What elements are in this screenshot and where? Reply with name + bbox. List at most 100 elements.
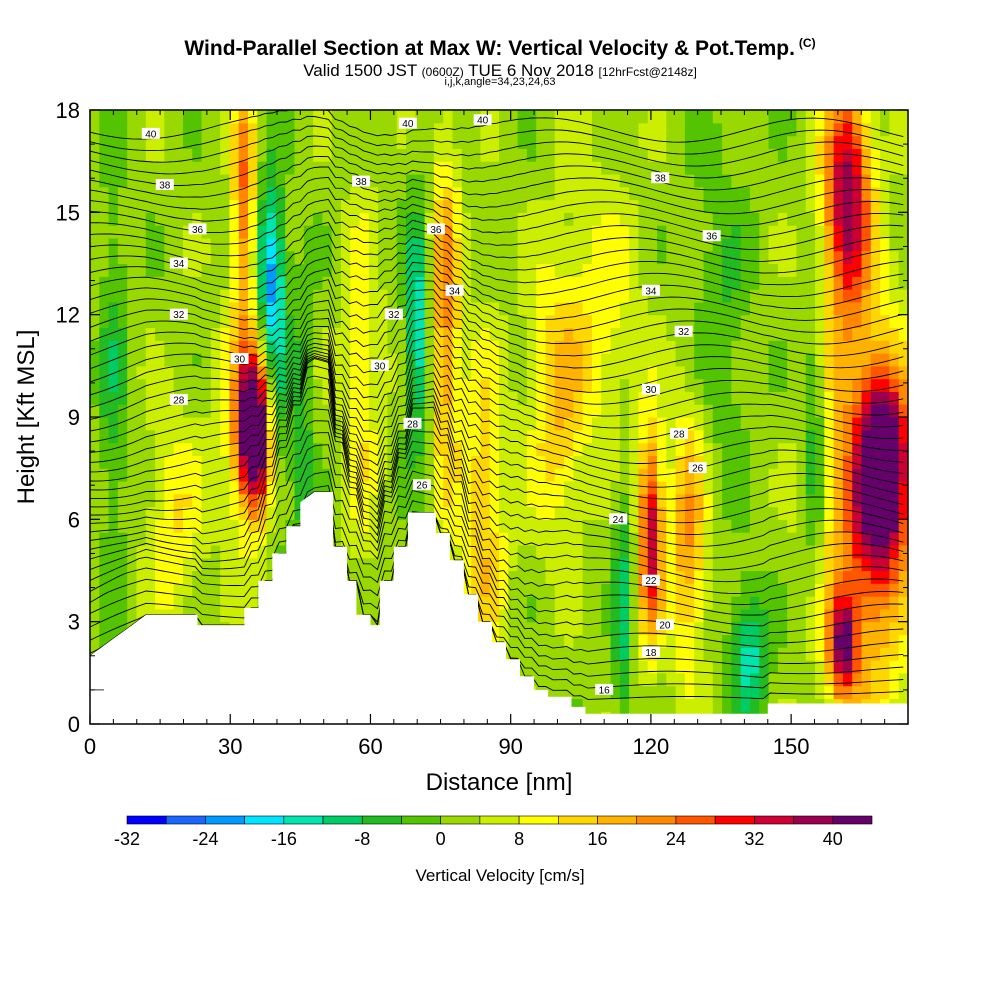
heatmap-cell [303, 327, 314, 341]
heatmap-cell [285, 353, 296, 367]
heatmap-cell [508, 186, 519, 201]
heatmap-cell [749, 647, 760, 661]
heatmap-cell [480, 353, 491, 367]
heatmap-cell [313, 301, 323, 316]
heatmap-cell [898, 596, 908, 610]
heatmap-cell [406, 199, 416, 213]
heatmap-cell [657, 647, 667, 661]
heatmap-cell [499, 557, 509, 572]
heatmap-cell [480, 544, 491, 559]
heatmap-cell [889, 506, 900, 520]
heatmap-cell [248, 314, 258, 329]
heatmap-cell [275, 212, 286, 226]
heatmap-cell [554, 212, 565, 226]
theta-contour-line [90, 444, 904, 594]
heatmap-cell [610, 493, 621, 508]
heatmap-cell [815, 173, 825, 188]
heatmap-cell [480, 519, 491, 533]
heatmap-cell [805, 199, 816, 213]
heatmap-cell [257, 353, 268, 367]
heatmap-cell [452, 480, 463, 495]
heatmap-cell [257, 455, 268, 469]
heatmap-cell [192, 212, 203, 226]
heatmap-cell [694, 263, 705, 277]
heatmap-cell [368, 544, 379, 559]
heatmap-cell [108, 199, 119, 213]
heatmap-cell [889, 442, 900, 456]
heatmap-cell [684, 455, 695, 469]
heatmap-cell [694, 250, 705, 265]
heatmap-cell [731, 161, 742, 175]
heatmap-cell [629, 212, 640, 226]
heatmap-cell [340, 225, 351, 239]
heatmap-cell [396, 480, 407, 495]
heatmap-cell [471, 493, 482, 508]
heatmap-cell [406, 301, 416, 316]
heatmap-cell [591, 301, 602, 316]
heatmap-cell [248, 378, 258, 393]
heatmap-cell [285, 237, 296, 252]
heatmap-cell [461, 110, 472, 124]
heatmap-cell [127, 378, 138, 393]
heatmap-cell [824, 532, 835, 546]
y-tick-label: 0 [68, 712, 80, 737]
heatmap-cell [480, 122, 491, 137]
heatmap-cell [303, 161, 314, 175]
heatmap-cell [898, 455, 908, 469]
heatmap-cell [564, 480, 574, 495]
heatmap-cell [517, 199, 528, 213]
heatmap-cell [368, 417, 379, 431]
heatmap-cell [777, 327, 788, 341]
heatmap-cell [145, 263, 156, 277]
heatmap-cell [703, 468, 714, 482]
heatmap-cell [238, 212, 249, 226]
heatmap-cell [833, 314, 844, 329]
heatmap-cell [257, 301, 268, 316]
heatmap-cell [415, 314, 426, 329]
heatmap-cell [266, 391, 277, 405]
heatmap-cell [870, 250, 881, 265]
heatmap-cell [526, 519, 537, 533]
heatmap-cell [629, 493, 640, 508]
heatmap-cell [880, 186, 891, 201]
heatmap-cell [731, 544, 742, 559]
heatmap-cell [275, 532, 286, 546]
heatmap-cell [536, 327, 547, 341]
heatmap-cell [582, 237, 593, 252]
heatmap-cell [694, 685, 705, 700]
heatmap-cell [303, 391, 314, 405]
heatmap-cell [517, 225, 528, 239]
theta-label-box [674, 325, 693, 337]
heatmap-cell [759, 468, 770, 482]
heatmap-cell [722, 276, 732, 290]
heatmap-cell [787, 468, 798, 482]
heatmap-cell [136, 544, 147, 559]
heatmap-cell [406, 186, 416, 201]
heatmap-cell [749, 583, 760, 597]
heatmap-cell [182, 365, 193, 380]
heatmap-cell [387, 135, 398, 149]
heatmap-cell [731, 621, 742, 636]
colorbar-tick-label: 32 [744, 829, 764, 849]
heatmap-cell [805, 314, 816, 329]
heatmap-cell [629, 621, 640, 636]
heatmap-cell [647, 404, 658, 418]
heatmap-cell [619, 468, 630, 482]
heatmap-cell [229, 122, 240, 137]
heatmap-cell [164, 455, 175, 469]
heatmap-cell [108, 212, 119, 226]
heatmap-cell [601, 506, 612, 520]
heatmap-cell [182, 583, 193, 597]
heatmap-cell [424, 378, 435, 393]
heatmap-cell [629, 122, 640, 137]
heatmap-cell [340, 186, 351, 201]
heatmap-cell [526, 110, 537, 124]
heatmap-cell [759, 301, 770, 316]
heatmap-cell [898, 557, 908, 572]
heatmap-cell [889, 327, 900, 341]
heatmap-cell [90, 110, 100, 124]
heatmap-cell [842, 672, 853, 687]
heatmap-cell [842, 289, 853, 303]
heatmap-cell [480, 557, 491, 572]
heatmap-cell [471, 570, 482, 584]
